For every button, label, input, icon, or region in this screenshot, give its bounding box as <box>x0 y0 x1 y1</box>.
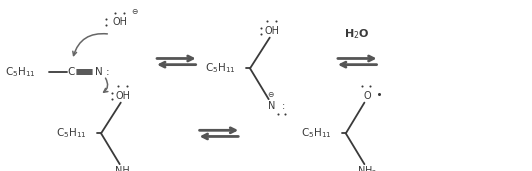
Text: N: N <box>268 101 275 111</box>
Text: $\ominus$: $\ominus$ <box>131 7 138 16</box>
Text: OH: OH <box>265 26 280 36</box>
Text: NH: NH <box>115 166 130 171</box>
Text: $\ominus$: $\ominus$ <box>268 90 275 99</box>
Text: H$_2$O: H$_2$O <box>344 27 370 41</box>
Text: O: O <box>363 91 371 101</box>
Text: $\mathregular{NH_2}$: $\mathregular{NH_2}$ <box>357 164 377 171</box>
Text: N: N <box>95 67 102 77</box>
Text: $\mathregular{C_5H_{11}}$: $\mathregular{C_5H_{11}}$ <box>205 62 236 75</box>
Text: C: C <box>67 67 74 77</box>
Text: $\mathregular{C_5H_{11}}$: $\mathregular{C_5H_{11}}$ <box>301 127 331 140</box>
Text: $\mathregular{C_5H_{11}}$: $\mathregular{C_5H_{11}}$ <box>5 65 36 79</box>
Text: $\mathregular{C_5H_{11}}$: $\mathregular{C_5H_{11}}$ <box>56 127 87 140</box>
Text: :: : <box>281 101 285 111</box>
Text: OH: OH <box>116 91 131 101</box>
Text: OH: OH <box>112 17 127 27</box>
Text: :: : <box>106 67 110 77</box>
